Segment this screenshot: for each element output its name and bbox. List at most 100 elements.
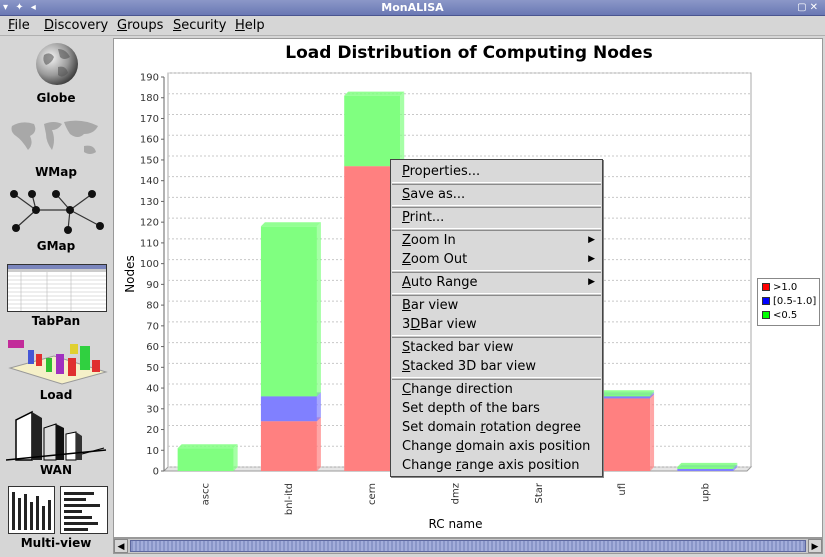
ctx-bar-view[interactable]: Bar view — [392, 296, 601, 315]
menu-groups[interactable]: Groups — [117, 18, 164, 33]
menu-item-text: 3 — [402, 317, 411, 332]
globe-icon — [36, 43, 78, 85]
legend-item: [0.5-1.0] — [762, 295, 816, 309]
menu-item-mnemonic: P — [402, 210, 410, 225]
sidebar-item-load[interactable]: Load — [2, 332, 110, 404]
legend-swatch — [762, 297, 770, 305]
sidebar-item-multi-view[interactable]: Multi-view — [2, 482, 110, 554]
scroll-thumb[interactable] — [130, 540, 806, 552]
bar-segment-top — [344, 91, 405, 96]
menu-item-text: Set domain — [402, 420, 481, 435]
menu-separator — [392, 293, 601, 296]
bar-segment-side — [400, 91, 405, 167]
menu-item-mnemonic: S — [402, 187, 411, 202]
ctx-3dbar-view[interactable]: 3DBar view — [392, 315, 601, 334]
y-tick-label: 180 — [140, 93, 159, 104]
menu-separator — [392, 205, 601, 208]
ctx-auto-range[interactable]: Auto Range ▶ — [392, 273, 601, 292]
window-menu-icon[interactable]: ▾ ✦ ◂ — [3, 2, 38, 13]
bar-segment[interactable] — [594, 398, 651, 471]
bar-segment[interactable] — [260, 226, 317, 397]
ctx-zoom-in[interactable]: Zoom In ▶ — [392, 231, 601, 250]
ctx-stacked-bar-view[interactable]: Stacked bar view — [392, 338, 601, 357]
bar-segment[interactable] — [594, 394, 651, 397]
y-tick-label: 50 — [146, 363, 159, 374]
sidebar-item-wmap[interactable]: WMap — [2, 112, 110, 182]
submenu-arrow-icon: ▶ — [588, 254, 595, 264]
menu-item-mnemonic: B — [402, 298, 411, 313]
ctx-change-range-axis[interactable]: Change range axis position — [392, 456, 601, 475]
menu-help[interactable]: Help — [235, 18, 265, 33]
bar-segment[interactable] — [177, 448, 234, 471]
menu-item-text: Change — [402, 458, 456, 473]
scroll-right-button[interactable]: ▶ — [808, 539, 822, 553]
bar-segment[interactable] — [677, 466, 734, 469]
menu-separator — [392, 182, 601, 185]
menu-separator — [392, 228, 601, 231]
menu-item-text: ave as... — [410, 187, 466, 202]
world-map-icon — [11, 120, 98, 154]
menu-file[interactable]: File — [8, 18, 30, 33]
sidebar-item-tabpan[interactable]: TabPan — [2, 260, 110, 330]
sidebar-item-gmap[interactable]: GMap — [2, 184, 110, 256]
menu-item-text: ange axis position — [461, 458, 580, 473]
y-tick-label: 100 — [140, 259, 159, 270]
y-tick-label: 70 — [146, 321, 159, 332]
ctx-properties[interactable]: Properties... — [392, 162, 601, 181]
y-tick-label: 150 — [140, 155, 159, 166]
ctx-change-domain-axis[interactable]: Change domain axis position — [392, 437, 601, 456]
menu-discovery[interactable]: Discovery — [44, 18, 109, 33]
ctx-change-direction[interactable]: Change direction — [392, 380, 601, 399]
scroll-left-button[interactable]: ◀ — [114, 539, 128, 553]
x-tick-label: dmz — [451, 483, 462, 504]
menu-separator — [392, 270, 601, 273]
legend-label: <0.5 — [773, 310, 798, 321]
y-tick-label: 10 — [146, 446, 159, 457]
submenu-arrow-icon: ▶ — [588, 277, 595, 287]
x-tick-label: ascc — [201, 483, 212, 505]
y-tick-label: 80 — [146, 301, 159, 312]
menubar: File Discovery Groups Security Help — [0, 16, 825, 36]
sidebar-item-wan[interactable]: WAN — [2, 406, 110, 478]
menu-item-text: ar view — [410, 298, 459, 313]
menu-item-text: oom Out — [410, 252, 468, 267]
legend-item: <0.5 — [762, 309, 797, 323]
ctx-set-depth[interactable]: Set depth of the bars — [392, 399, 601, 418]
ctx-set-rotation[interactable]: Set domain rotation degree — [392, 418, 601, 437]
sidebar-item-label: WMap — [35, 165, 77, 179]
ctx-zoom-out[interactable]: Zoom Out ▶ — [392, 250, 601, 269]
sidebar-item-label: GMap — [36, 239, 76, 253]
sidebar-item-globe[interactable]: Globe — [2, 38, 110, 110]
ctx-stacked-3d-bar-view[interactable]: Stacked 3D bar view — [392, 357, 601, 376]
menu-security[interactable]: Security — [173, 18, 227, 33]
context-menu: Properties... Save as... Print... Zoom In ▶ Z… — [390, 159, 603, 477]
sidebar: Globe WMap GMap — [2, 38, 110, 554]
bar-segment[interactable] — [260, 421, 317, 471]
bar-segment-side — [650, 390, 655, 397]
submenu-arrow-icon: ▶ — [588, 235, 595, 245]
menu-item-text: rint... — [409, 210, 445, 225]
window-titlebar[interactable]: ▾ ✦ ◂ MonALISA ▢✕ — [0, 0, 825, 16]
bar-segment-side — [316, 392, 321, 422]
bar-segment[interactable] — [344, 95, 401, 167]
bar-segment-side — [733, 462, 738, 469]
ctx-save-as[interactable]: Save as... — [392, 185, 601, 204]
legend-label: [0.5-1.0] — [773, 296, 817, 307]
horizontal-scrollbar[interactable]: ◀ ▶ — [113, 538, 823, 554]
window-controls[interactable]: ▢✕ — [797, 1, 821, 15]
bar-segment[interactable] — [677, 468, 734, 471]
bar-segment[interactable] — [594, 396, 651, 399]
bar-segment[interactable] — [260, 396, 317, 422]
ctx-print[interactable]: Print... — [392, 208, 601, 227]
minimize-icon[interactable]: ▢ — [797, 2, 810, 13]
close-icon[interactable]: ✕ — [809, 2, 821, 13]
y-tick-label: 60 — [146, 342, 159, 353]
menu-item-mnemonic: A — [402, 275, 411, 290]
y-tick-label: 190 — [140, 73, 159, 84]
chart-panel[interactable]: Load Distribution of Computing Nodes 0 10… — [113, 38, 823, 538]
menu-item-mnemonic: r — [455, 458, 462, 473]
y-tick-label: 130 — [140, 197, 159, 208]
wan-buildings-icon — [6, 410, 107, 461]
menu-item-text: Change — [402, 439, 456, 454]
y-axis-label: Nodes — [123, 255, 137, 293]
